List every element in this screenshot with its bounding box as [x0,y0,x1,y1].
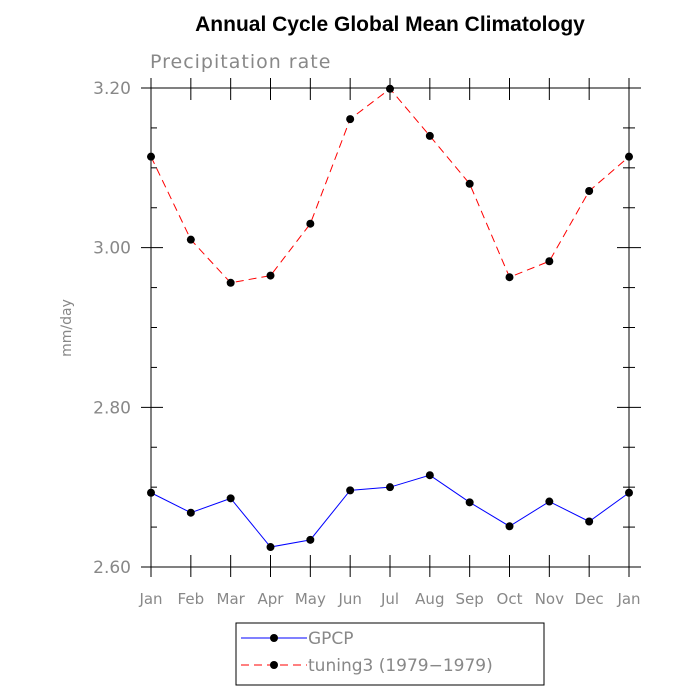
data-point [306,219,315,228]
data-point [306,535,315,544]
x-tick-label: Oct [497,590,523,608]
data-point [585,186,594,195]
x-tick-label: May [295,590,326,608]
data-point [386,84,394,93]
y-tick-label: 3.00 [93,239,131,259]
x-tick-label: Apr [258,590,285,608]
x-tick-label: Dec [575,590,604,608]
y-tick-label: 3.20 [93,79,131,99]
x-tick-label: Feb [178,590,205,608]
y-tick-label: 2.80 [93,398,131,418]
data-point [226,278,235,287]
x-tick-label: Aug [415,590,444,608]
data-point [465,179,474,188]
x-tick-label: Mar [217,590,246,608]
legend: GPCP tuning3 (1979−1979) [235,622,545,686]
legend-marker [270,661,278,669]
chart-subtitle: Precipitation rate [150,51,331,73]
legend-label: tuning3 (1979−1979) [308,656,493,676]
data-point [346,115,355,124]
y-tick-labels: 2.60 2.80 3.00 3.20 [93,79,131,578]
y-axis-label: mm/day [59,299,75,357]
data-point [425,471,434,480]
x-tick-label: Jan [616,590,640,608]
legend-label: GPCP [308,629,354,649]
data-point [505,522,514,531]
data-point [585,517,594,526]
chart-title: Annual Cycle Global Mean Climatology [195,13,585,36]
series-layer [147,84,633,552]
data-point [186,508,195,517]
series-line-1 [150,88,630,284]
data-point [545,497,554,506]
x-tick-label: Sep [456,590,484,608]
legend-box [235,622,545,686]
x-tick-label: Jan [138,590,162,608]
data-point [625,488,633,497]
data-point [147,488,155,497]
data-point [346,486,355,495]
data-point [186,235,195,244]
data-point [425,131,434,140]
x-tick-label: Jun [337,590,361,608]
data-point [266,271,275,280]
data-point [386,483,394,492]
data-point [465,498,474,507]
plot-frame [150,87,630,568]
axis-ticks [141,78,641,577]
legend-marker [270,634,278,642]
data-point [147,152,155,161]
data-point [226,494,235,503]
x-tick-labels: Jan Feb Mar Apr May Jun Jul Aug Sep Oct Nov Dec Jan [138,590,640,608]
x-tick-label: Jul [380,590,399,608]
data-point [545,257,554,266]
data-point [505,273,514,282]
y-tick-label: 2.60 [93,558,131,578]
data-point [625,152,633,161]
data-point [266,543,275,552]
x-tick-label: Nov [535,590,564,608]
